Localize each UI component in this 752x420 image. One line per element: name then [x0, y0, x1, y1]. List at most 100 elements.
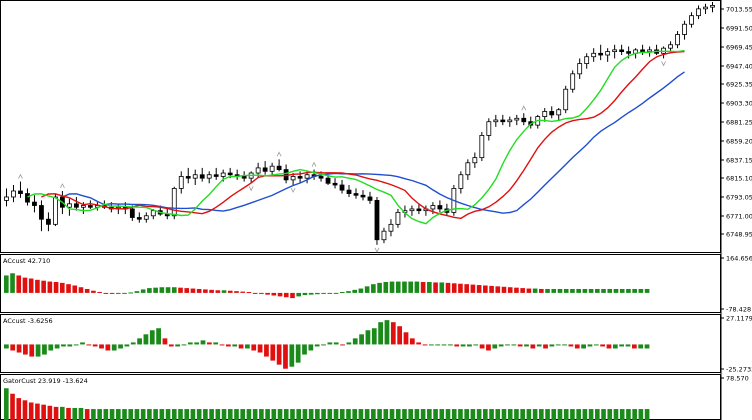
histogram-bar-rising — [321, 344, 326, 346]
histogram-bar-rising — [489, 409, 494, 420]
candle-bearish — [276, 165, 282, 171]
histogram-bar-falling — [270, 344, 276, 361]
histogram-bar-rising — [613, 288, 619, 293]
histogram-bar-rising — [562, 344, 567, 346]
fractal-down-marker — [248, 186, 254, 192]
histogram-bar-rising — [302, 344, 307, 355]
histogram-bar-rising — [187, 342, 193, 345]
candle-bullish — [472, 157, 478, 164]
histogram-bar-falling — [277, 292, 283, 297]
price-axis-tick-label: 6903.30 — [726, 100, 752, 108]
candle-bullish — [577, 63, 583, 75]
histogram-bar-rising — [532, 288, 538, 293]
histogram-bar-rising — [339, 409, 345, 420]
candle-bearish — [416, 208, 422, 212]
histogram-bar-rising — [352, 289, 358, 293]
histogram-bar-rising — [545, 409, 550, 420]
candle-bullish — [4, 196, 9, 201]
histogram-bar-rising — [302, 409, 308, 420]
candle-bearish — [241, 176, 247, 179]
histogram-bar-rising — [545, 288, 550, 293]
histogram-bar-rising — [619, 288, 625, 293]
main-panel-border — [0, 0, 721, 253]
histogram-bar-falling — [53, 406, 59, 420]
candle-bullish — [269, 165, 275, 172]
histogram-bar-falling — [470, 284, 476, 293]
histogram-bar-rising — [613, 409, 619, 420]
histogram-bar-rising — [128, 409, 134, 420]
candle-bearish — [521, 117, 527, 123]
histogram-bar-rising — [171, 287, 177, 293]
histogram-bar-rising — [308, 292, 314, 295]
histogram-bar-falling — [271, 292, 277, 296]
candle-bullish — [143, 215, 149, 220]
histogram-bar-rising — [118, 344, 123, 349]
histogram-bar-rising — [4, 388, 9, 420]
candle-bullish — [409, 208, 415, 212]
histogram-bar-rising — [72, 407, 78, 420]
histogram-bar-rising — [35, 344, 41, 357]
histogram-bar-falling — [109, 292, 115, 294]
indicator-2-panel[interactable]: ACcust -3.6256 27.1179 -25.2733 — [3, 315, 752, 374]
histogram-bar-falling — [495, 286, 501, 293]
histogram-bar-rising — [549, 344, 555, 347]
histogram-bar-falling — [190, 288, 196, 293]
histogram-bar-rising — [498, 344, 504, 347]
histogram-bar-falling — [264, 344, 269, 357]
histogram-bar-rising — [555, 344, 561, 346]
histogram-bar-falling — [35, 279, 40, 293]
histogram-bar-rising — [644, 344, 650, 349]
histogram-bar-rising — [73, 344, 79, 346]
histogram-bar-rising — [593, 344, 599, 346]
price-axis-tick-label: 6793.05 — [726, 194, 752, 202]
histogram-bar-rising — [588, 288, 594, 293]
histogram-bar-rising — [296, 292, 302, 297]
candle-bullish — [171, 188, 177, 217]
histogram-bar-rising — [467, 344, 472, 347]
histogram-bar-falling — [28, 278, 34, 293]
histogram-bar-rising — [526, 409, 532, 420]
histogram-bar-rising — [570, 288, 575, 293]
histogram-bar-falling — [99, 344, 104, 349]
histogram-bar-falling — [251, 344, 257, 351]
histogram-bar-rising — [358, 409, 364, 420]
indicator-3-panel[interactable]: GatorCust 23.919 -13.624 78.570 — [3, 375, 749, 420]
histogram-bar-rising — [644, 409, 650, 420]
indicator-top-tick: 78.570 — [726, 375, 749, 383]
candle-bearish — [500, 119, 506, 123]
candle-bearish — [318, 176, 324, 179]
main-price-panel[interactable] — [4, 2, 715, 253]
histogram-bar-rising — [59, 406, 65, 420]
histogram-bar-rising — [122, 409, 127, 420]
histogram-bar-falling — [84, 288, 90, 293]
histogram-bar-rising — [213, 342, 219, 345]
histogram-bar-rising — [196, 409, 202, 420]
histogram-bar-rising — [178, 409, 183, 420]
histogram-bar-rising — [371, 284, 376, 293]
histogram-bar-rising — [128, 292, 134, 294]
histogram-bar-rising — [327, 342, 333, 345]
histogram-bar-rising — [156, 328, 161, 345]
histogram-bar-rising — [295, 344, 301, 363]
histogram-bar-rising — [265, 409, 270, 420]
histogram-bar-rising — [451, 409, 457, 420]
histogram-bar-rising — [536, 344, 542, 347]
histogram-bar-rising — [505, 344, 510, 346]
histogram-bar-rising — [227, 409, 233, 420]
candle-bearish — [39, 205, 44, 220]
candle-bearish — [346, 189, 352, 194]
candle-bullish — [542, 111, 548, 117]
candle-bullish — [703, 6, 708, 10]
indicator-1-panel[interactable]: ACcust 42.710 164.656 -78.428 — [3, 255, 752, 314]
histogram-bar-rising — [371, 409, 376, 420]
candle-bearish — [46, 218, 51, 225]
price-axis-tick-label: 7013.55 — [726, 6, 752, 14]
histogram-bar-falling — [209, 289, 214, 293]
histogram-bar-falling — [252, 292, 258, 294]
histogram-bar-falling — [276, 344, 282, 365]
histogram-bar-rising — [290, 409, 295, 420]
candle-bearish — [360, 194, 366, 198]
histogram-bar-rising — [346, 291, 351, 293]
